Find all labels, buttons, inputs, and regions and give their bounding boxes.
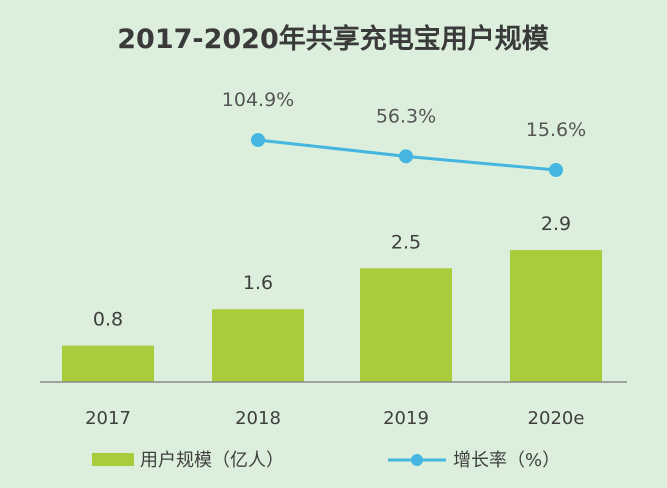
legend-label-growth-rate: 增长率（%） bbox=[453, 450, 560, 471]
x-tick-label: 2020e bbox=[528, 408, 585, 429]
growth-rate-point bbox=[251, 133, 265, 147]
legend-label-user-scale: 用户规模（亿人） bbox=[140, 450, 284, 471]
bar-2017 bbox=[62, 345, 154, 382]
growth-rate-point bbox=[549, 163, 563, 177]
legend-swatch-growth-marker bbox=[411, 454, 423, 466]
growth-rate-label: 104.9% bbox=[222, 89, 294, 111]
bar-group: 0.8 1.6 2.5 2.9 bbox=[62, 213, 602, 382]
x-tick-group: 2017 2018 2019 2020e bbox=[85, 408, 584, 429]
growth-rate-point bbox=[399, 149, 413, 164]
x-tick-label: 2019 bbox=[383, 408, 429, 429]
chart-title: 2017-2020年共享充电宝用户规模 bbox=[117, 23, 549, 55]
growth-rate-label: 56.3% bbox=[376, 105, 436, 127]
growth-rate-label: 15.6% bbox=[526, 119, 586, 141]
bar-value-label: 0.8 bbox=[93, 309, 123, 331]
bar-value-label: 1.6 bbox=[243, 272, 273, 294]
bar-value-label: 2.5 bbox=[391, 231, 421, 253]
growth-line-group: 104.9% 56.3% 15.6% bbox=[222, 89, 586, 177]
bar-value-label: 2.9 bbox=[541, 213, 571, 235]
legend: 用户规模（亿人） 增长率（%） bbox=[92, 450, 560, 471]
bar-2020e bbox=[510, 250, 602, 382]
bar-2019 bbox=[360, 268, 452, 382]
legend-swatch-user-scale bbox=[92, 453, 134, 466]
x-tick-label: 2017 bbox=[85, 408, 131, 429]
x-tick-label: 2018 bbox=[235, 408, 281, 429]
bar-2018 bbox=[212, 309, 304, 382]
